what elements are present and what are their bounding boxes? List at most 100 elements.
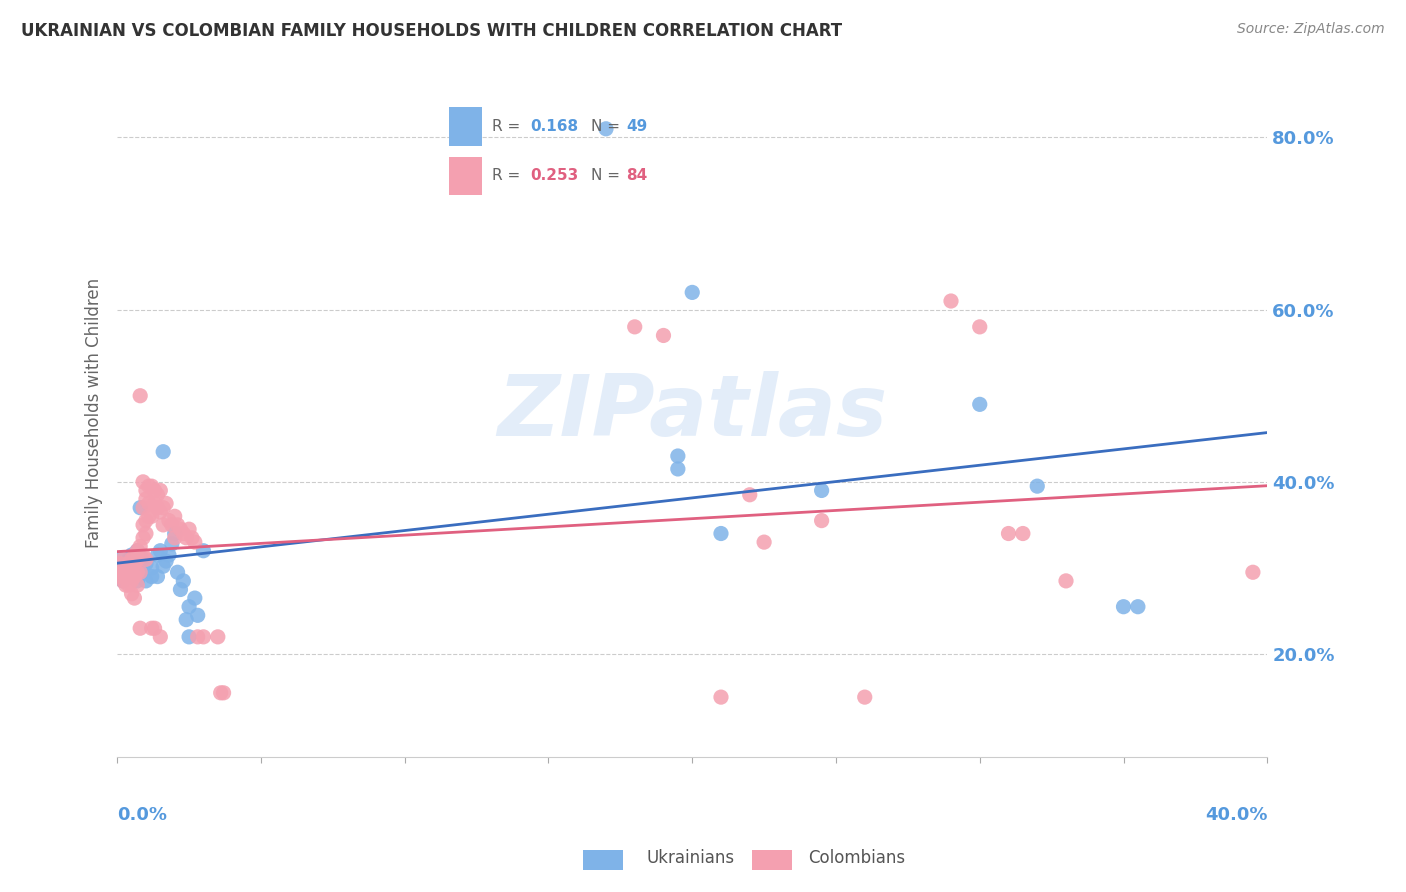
Point [1112, 599, 1135, 614]
Point [108, 552, 131, 566]
Point [141, 621, 163, 635]
Point [666, 462, 689, 476]
Point [129, 621, 152, 635]
Point [108, 566, 131, 580]
Point [155, 554, 177, 568]
Point [138, 496, 160, 510]
Point [132, 517, 155, 532]
Point [146, 488, 169, 502]
Y-axis label: Family Households with Children: Family Households with Children [86, 278, 103, 548]
Point [121, 561, 143, 575]
Point [174, 613, 197, 627]
Point [193, 630, 215, 644]
Point [129, 389, 152, 403]
Point [111, 574, 134, 588]
Point [169, 522, 191, 536]
Point [160, 537, 183, 551]
Point [163, 509, 186, 524]
Point [160, 517, 183, 532]
Point [146, 569, 169, 583]
Point [155, 496, 177, 510]
Point [135, 491, 157, 506]
Point [127, 578, 149, 592]
Point [135, 557, 157, 571]
Text: Source: ZipAtlas.com: Source: ZipAtlas.com [1237, 22, 1385, 37]
Point [111, 574, 134, 588]
Point [129, 500, 152, 515]
Point [172, 574, 194, 588]
Point [969, 397, 991, 411]
Point [127, 552, 149, 566]
Point [166, 517, 188, 532]
Point [149, 483, 172, 498]
Point [157, 548, 180, 562]
Point [652, 328, 675, 343]
Point [1026, 479, 1049, 493]
Point [114, 561, 136, 575]
Point [141, 479, 163, 493]
Point [666, 449, 689, 463]
Point [738, 488, 761, 502]
Point [152, 559, 174, 574]
Point [108, 569, 131, 583]
Text: 40.0%: 40.0% [1205, 805, 1267, 823]
Point [108, 566, 131, 580]
Point [163, 526, 186, 541]
Point [163, 531, 186, 545]
Point [623, 319, 645, 334]
Point [121, 587, 143, 601]
Point [138, 479, 160, 493]
Point [157, 514, 180, 528]
Point [135, 483, 157, 498]
Point [135, 526, 157, 541]
Point [174, 531, 197, 545]
Point [121, 574, 143, 588]
Point [127, 543, 149, 558]
Point [124, 591, 146, 606]
Point [111, 552, 134, 566]
Point [169, 582, 191, 597]
Point [193, 543, 215, 558]
Point [187, 630, 209, 644]
Point [129, 540, 152, 554]
Point [118, 563, 141, 577]
Point [121, 552, 143, 566]
Point [681, 285, 703, 300]
Point [124, 569, 146, 583]
Point [118, 557, 141, 571]
Point [114, 569, 136, 583]
Point [710, 526, 733, 541]
Point [149, 543, 172, 558]
Text: ZIPatlas: ZIPatlas [498, 371, 887, 454]
Point [969, 319, 991, 334]
Point [1126, 599, 1149, 614]
Point [132, 531, 155, 545]
Point [135, 552, 157, 566]
Point [853, 690, 876, 705]
Point [143, 483, 166, 498]
Point [810, 483, 832, 498]
Text: 0.0%: 0.0% [117, 805, 167, 823]
Point [114, 578, 136, 592]
Point [212, 686, 235, 700]
Point [108, 557, 131, 571]
Point [114, 557, 136, 571]
Text: Ukrainians: Ukrainians [647, 849, 735, 867]
Point [135, 574, 157, 588]
Point [209, 686, 232, 700]
Point [177, 630, 200, 644]
Point [114, 569, 136, 583]
Point [172, 526, 194, 541]
Point [135, 514, 157, 528]
Point [124, 566, 146, 580]
Point [118, 566, 141, 580]
Point [141, 561, 163, 575]
Point [149, 505, 172, 519]
Text: UKRAINIAN VS COLOMBIAN FAMILY HOUSEHOLDS WITH CHILDREN CORRELATION CHART: UKRAINIAN VS COLOMBIAN FAMILY HOUSEHOLDS… [21, 22, 842, 40]
Point [181, 531, 204, 545]
Point [129, 566, 152, 580]
Point [184, 591, 207, 606]
Point [149, 630, 172, 644]
Point [752, 535, 775, 549]
Point [595, 121, 617, 136]
